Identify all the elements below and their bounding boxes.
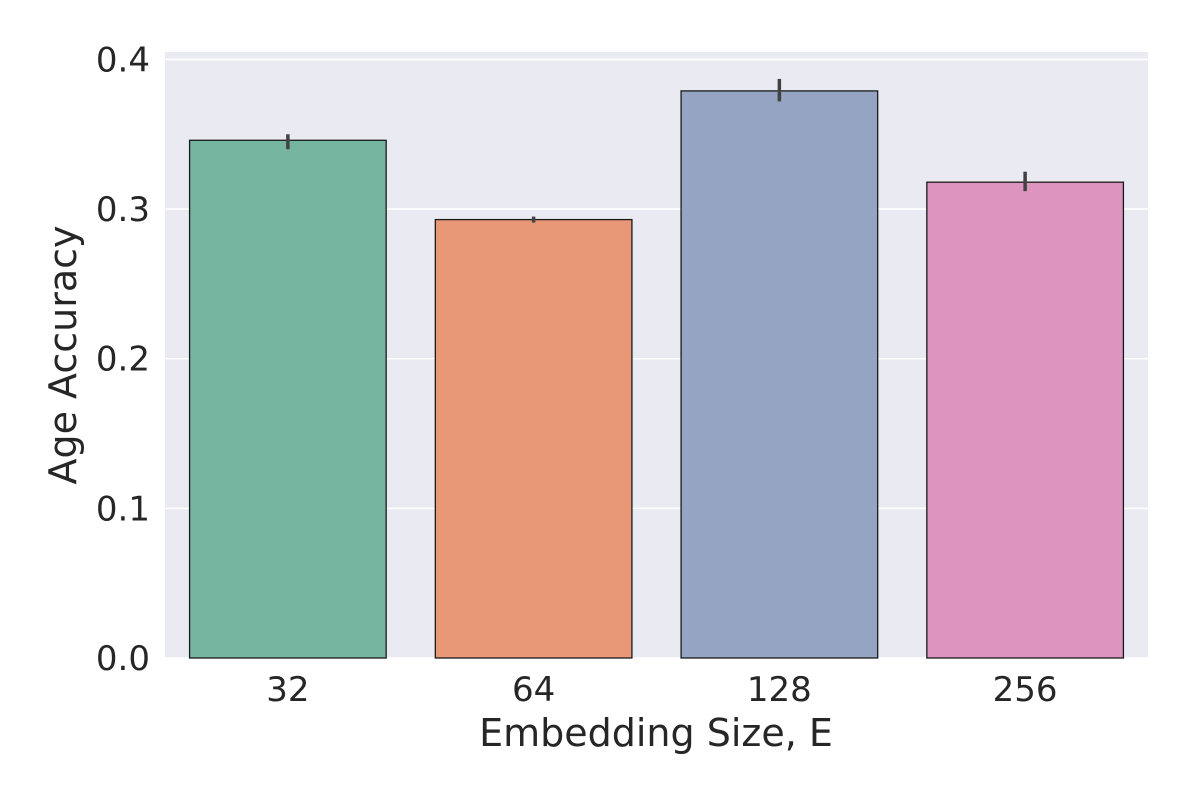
x-axis-label: Embedding Size, E (479, 711, 833, 755)
bars (188, 90, 1125, 659)
y-axis-label: Age Accuracy (41, 225, 85, 484)
bar-64 (434, 218, 633, 659)
x-tick-label: 32 (266, 670, 309, 710)
y-tick-label: 0.0 (96, 639, 150, 679)
bar-32 (188, 139, 387, 659)
x-tick-label: 128 (747, 670, 812, 710)
y-tick-label: 0.4 (96, 40, 150, 80)
bar-256 (926, 181, 1125, 659)
bar-128 (680, 90, 879, 659)
y-tick-label: 0.2 (96, 340, 150, 380)
x-tick-labels: 32 64 128 256 (266, 670, 1057, 710)
y-tick-label: 0.3 (96, 190, 150, 230)
y-tick-label: 0.1 (96, 489, 150, 529)
y-tick-labels: 0.0 0.1 0.2 0.3 0.4 (96, 40, 150, 679)
error-bars (286, 78, 1027, 223)
x-tick-label: 256 (993, 670, 1058, 710)
x-tick-label: 64 (512, 670, 555, 710)
